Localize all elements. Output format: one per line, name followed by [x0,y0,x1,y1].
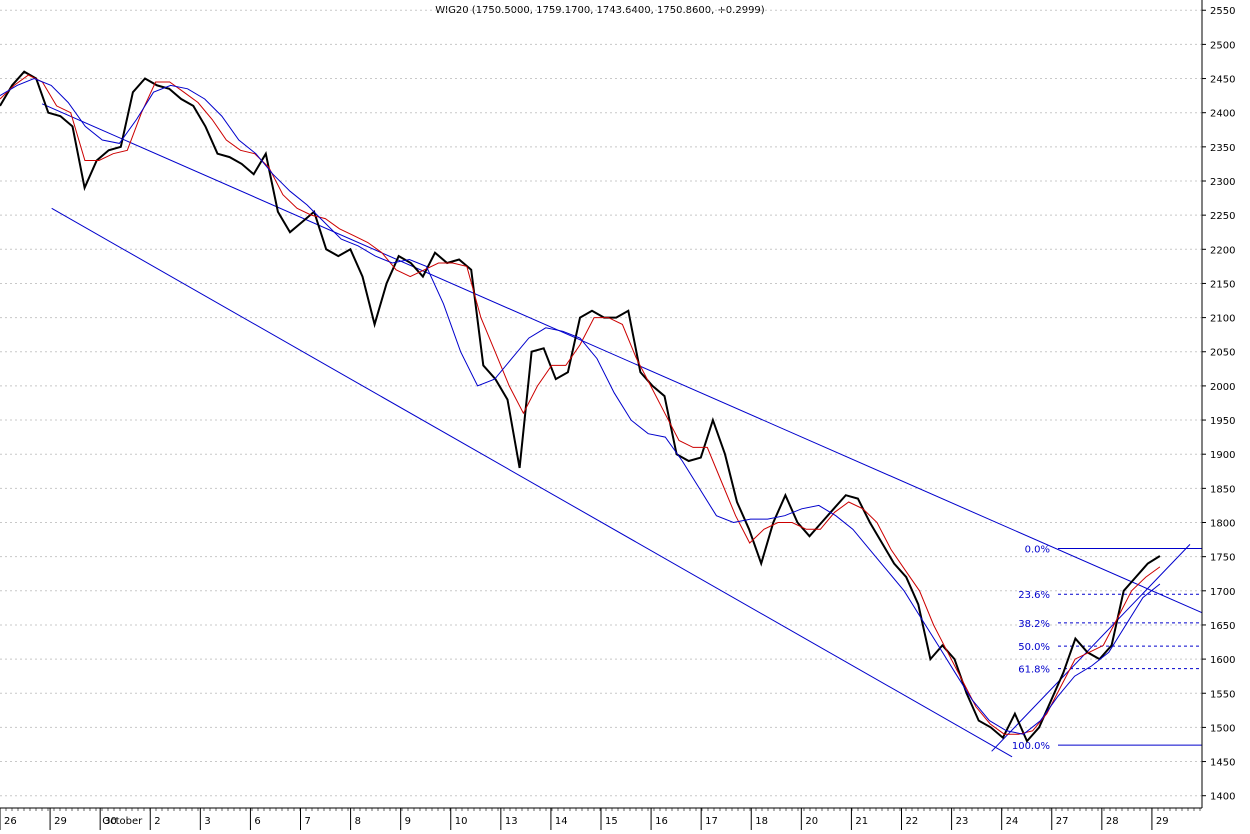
y-tick-label: 2100 [1210,314,1235,325]
y-tick-label: 1800 [1210,519,1235,530]
x-tick-label: 9 [405,816,411,827]
x-tick-label: 17 [705,816,718,827]
x-tick-label: 18 [755,816,768,827]
x-tick-label: 8 [355,816,361,827]
x-tick-label: 15 [605,816,618,827]
trendline [41,103,1203,614]
y-tick-label: 1400 [1210,792,1235,803]
x-tick-label: 2 [154,816,160,827]
y-tick-label: 2000 [1210,382,1235,393]
x-tick-label: 3 [204,816,210,827]
series-ma-slow-line [0,77,1161,735]
y-tick-label: 1550 [1210,689,1235,700]
x-tick-label: 30 [104,816,117,827]
y-tick-label: 1450 [1210,758,1235,769]
x-tick-label: 22 [906,816,919,827]
x-tick-label: 28 [1106,816,1119,827]
y-tick-label: 1850 [1210,484,1235,495]
y-tick-label: 2200 [1210,245,1235,256]
y-tick-label: 2300 [1210,177,1235,188]
y-tick-label: 2050 [1210,348,1235,359]
x-tick-label: 23 [956,816,969,827]
fib-level-label: 61.8% [1018,665,1050,676]
y-tick-label: 1950 [1210,416,1235,427]
y-tick-label: 1600 [1210,655,1235,666]
x-tick-label: 29 [54,816,67,827]
fib-level-label: 100.0% [1012,741,1050,752]
fib-level-label: 0.0% [1025,544,1050,555]
x-tick-label: 13 [505,816,518,827]
x-tick-label: 29 [1156,816,1169,827]
fib-level-label: 23.6% [1018,590,1050,601]
y-tick-label: 2550 [1210,6,1235,17]
x-tick-label: 16 [655,816,668,827]
x-tick-label: 27 [1056,816,1069,827]
trendline [991,544,1191,752]
x-tick-label: 6 [254,816,260,827]
y-tick-label: 2500 [1210,40,1235,51]
series-price-line [0,70,1161,743]
x-month-label: October [102,816,143,827]
x-tick-label: 10 [455,816,468,827]
y-tick-label: 1700 [1210,587,1235,598]
x-tick-label: 26 [4,816,17,827]
y-tick-label: 1500 [1210,723,1235,734]
trendline [51,207,1013,758]
y-tick-label: 1750 [1210,553,1235,564]
y-tick-label: 2450 [1210,75,1235,86]
x-tick-label: 20 [805,816,818,827]
y-tick-label: 2350 [1210,143,1235,154]
y-tick-label: 2400 [1210,109,1235,120]
x-tick-label: 24 [1006,816,1019,827]
y-tick-label: 1900 [1210,450,1235,461]
series-ma-fast-line [0,74,1161,735]
y-tick-label: 1650 [1210,621,1235,632]
fib-level-label: 38.2% [1018,619,1050,630]
x-tick-label: 14 [555,816,568,827]
x-tick-label: 7 [305,816,311,827]
y-tick-label: 2150 [1210,279,1235,290]
y-tick-label: 2250 [1210,211,1235,222]
fib-level-label: 50.0% [1018,642,1050,653]
x-tick-label: 21 [855,816,868,827]
